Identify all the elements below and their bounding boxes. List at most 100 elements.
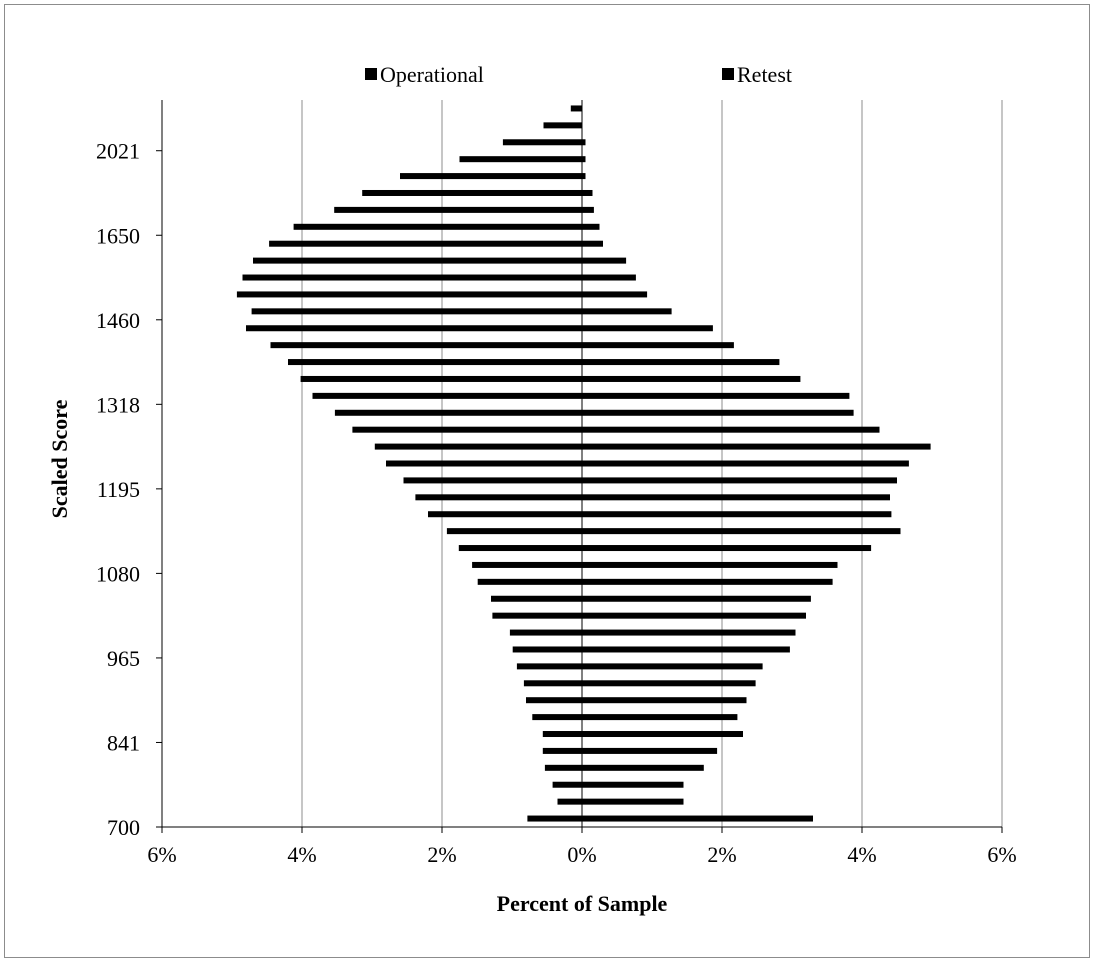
x-tick-label: 2% [427,842,456,867]
bar-retest-19 [582,494,890,501]
legend-label-retest: Retest [737,62,792,87]
bar-retest-30 [582,308,672,315]
legend-swatch-operational [365,68,377,80]
bar-retest-1 [582,798,684,805]
bar-retest-21 [582,460,909,467]
bar-operational-19 [415,494,582,501]
chart-frame: 6% 4% 2% 0% 2% 4% 6% 700 841 965 1080 1195 1318 1460 1… [4,4,1090,958]
bar-operational-6 [532,714,582,721]
bar-retest-9 [582,663,763,670]
bar-retest-26 [582,375,801,382]
bar-operational-42 [570,105,582,112]
bar-operational-38 [400,173,582,180]
bar-retest-10 [582,646,790,653]
bar-retest-39 [582,156,586,163]
bar-operational-5 [542,731,582,738]
bar-retest-25 [582,392,850,399]
legend: Operational Retest [365,62,792,87]
bar-retest-15 [582,561,838,568]
y-tick-label: 1195 [97,477,140,502]
bar-retest-40 [582,139,586,146]
bar-operational-26 [300,375,582,382]
bar-operational-39 [459,156,582,163]
bar-operational-14 [477,578,582,585]
bar-operational-30 [251,308,582,315]
bar-operational-36 [334,206,582,213]
bar-operational-34 [269,240,582,247]
bar-retest-27 [582,359,780,366]
bar-retest-16 [582,545,872,552]
bar-retest-35 [582,223,600,230]
bar-retest-13 [582,595,811,602]
bar-operational-32 [242,274,582,281]
bar-retest-11 [582,629,796,636]
tick-labels: 6% 4% 2% 0% 2% 4% 6% 700 841 965 1080 1195 1318 1460 1… [96,139,1017,867]
bar-retest-29 [582,325,713,332]
bars [236,105,931,822]
bar-operational-18 [428,511,582,518]
y-tick-label: 1650 [96,223,140,248]
chart-plot: 6% 4% 2% 0% 2% 4% 6% 700 841 965 1080 1195 1318 1460 1… [47,62,1017,916]
y-tick-label: 1318 [96,392,140,417]
y-tick-label: 841 [107,730,140,755]
bar-operational-27 [288,359,582,366]
axes [156,100,1003,833]
bar-retest-8 [582,680,756,687]
x-tick-label: 6% [987,842,1016,867]
bar-operational-3 [544,764,582,771]
bar-retest-17 [582,528,901,535]
bar-operational-11 [509,629,582,636]
legend-swatch-retest [722,68,734,80]
bar-retest-22 [582,443,931,450]
bar-retest-36 [582,206,594,213]
bar-retest-12 [582,612,806,619]
bar-operational-20 [403,477,582,484]
bar-operational-35 [293,223,582,230]
bar-operational-7 [526,697,582,704]
bar-operational-4 [542,747,582,754]
bar-operational-8 [523,680,582,687]
bar-retest-38 [582,173,586,180]
bar-operational-28 [270,342,582,349]
y-tick-label: 1460 [96,308,140,333]
y-axis-title: Scaled Score [47,399,72,518]
y-tick-label: 2021 [96,139,140,164]
bar-retest-2 [582,781,684,788]
y-tick-label: 700 [107,815,140,840]
x-tick-label: 0% [567,842,596,867]
bar-retest-4 [582,747,718,754]
bar-operational-13 [491,595,582,602]
bar-retest-24 [582,409,854,416]
bar-retest-6 [582,714,738,721]
x-tick-label: 4% [847,842,876,867]
bar-operational-33 [253,257,582,264]
legend-label-operational: Operational [380,62,484,87]
bar-operational-31 [236,291,582,298]
bar-operational-2 [552,781,582,788]
bar-operational-22 [374,443,582,450]
y-tick-label: 1080 [96,561,140,586]
bar-retest-14 [582,578,833,585]
bar-retest-37 [582,189,593,196]
bar-operational-23 [352,426,582,433]
bar-retest-0 [582,815,813,822]
bar-operational-15 [472,561,582,568]
bar-operational-40 [502,139,582,146]
x-tick-label: 6% [147,842,176,867]
bar-retest-7 [582,697,747,704]
bar-retest-23 [582,426,880,433]
bar-retest-31 [582,291,648,298]
bar-operational-1 [557,798,582,805]
bar-operational-24 [334,409,582,416]
bar-operational-12 [492,612,582,619]
bar-retest-3 [582,764,704,771]
bar-operational-0 [527,815,582,822]
bar-retest-32 [582,274,636,281]
bar-retest-33 [582,257,627,264]
bar-operational-41 [543,122,582,129]
bar-operational-25 [312,392,582,399]
bar-retest-5 [582,731,743,738]
bar-retest-28 [582,342,734,349]
bar-operational-9 [516,663,582,670]
bar-operational-10 [512,646,582,653]
